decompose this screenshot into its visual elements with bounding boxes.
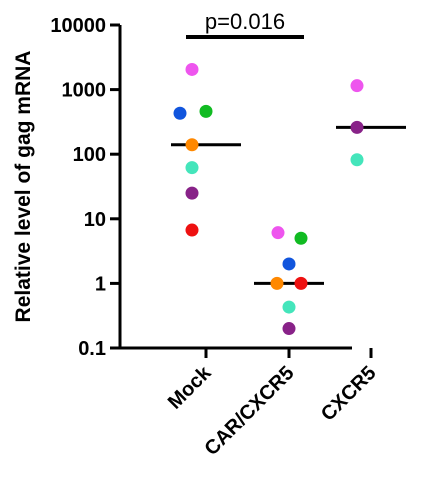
data-point bbox=[199, 104, 213, 118]
data-point bbox=[185, 223, 199, 237]
data-point bbox=[350, 79, 364, 93]
data-point bbox=[185, 62, 199, 76]
data-point bbox=[173, 106, 187, 120]
y-axis: 0.1 1 10 100 1000 10000 bbox=[50, 15, 122, 360]
significance-annotation: p=0.016 bbox=[186, 9, 304, 39]
median-lines bbox=[171, 125, 406, 285]
data-point bbox=[185, 138, 199, 152]
y-tick-label: 10 bbox=[84, 209, 106, 231]
data-point bbox=[270, 276, 284, 290]
y-tick-label: 10000 bbox=[50, 15, 106, 37]
data-point bbox=[350, 153, 364, 167]
data-point bbox=[350, 120, 364, 134]
data-point bbox=[282, 300, 296, 314]
data-point bbox=[185, 186, 199, 200]
x-tick-label: Mock bbox=[164, 361, 216, 413]
data-point bbox=[282, 257, 296, 271]
y-axis-label: Relative level of gag mRNA bbox=[12, 51, 35, 323]
data-point bbox=[271, 226, 285, 240]
data-point bbox=[282, 322, 296, 336]
data-point bbox=[294, 276, 308, 290]
data-point bbox=[185, 161, 199, 175]
y-tick-label: 1 bbox=[95, 273, 106, 295]
data-points bbox=[173, 62, 364, 336]
p-value-label: p=0.016 bbox=[205, 9, 285, 34]
y-tick-label: 0.1 bbox=[78, 338, 106, 360]
y-tick-label: 1000 bbox=[62, 80, 107, 102]
x-tick-label: CXCR5 bbox=[317, 362, 380, 425]
data-point bbox=[294, 231, 308, 245]
x-tick-label: CAR/CXCR5 bbox=[200, 362, 298, 460]
y-tick-label: 100 bbox=[73, 144, 106, 166]
